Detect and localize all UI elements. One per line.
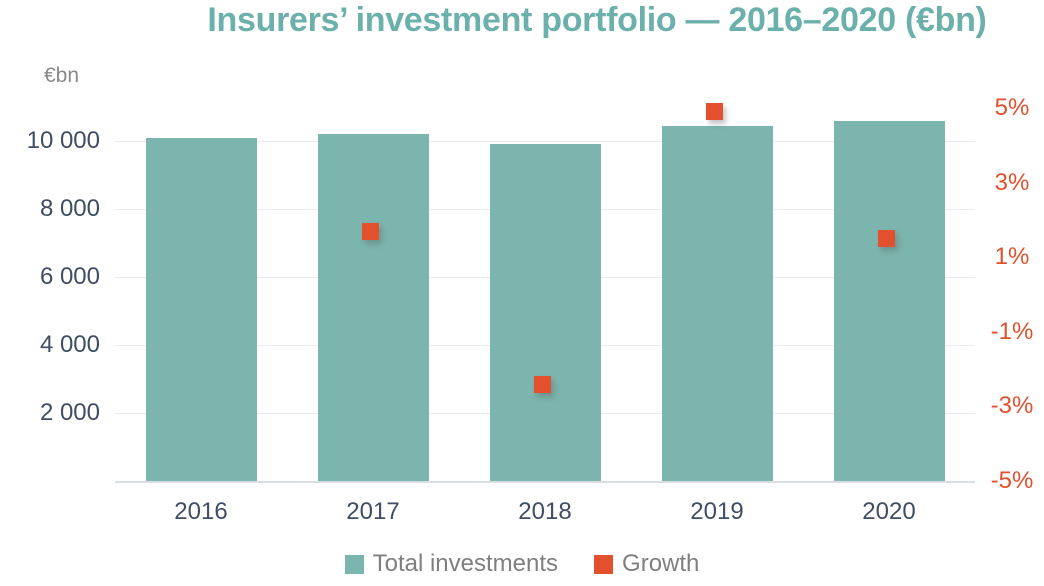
x-axis-label: 2017 — [346, 498, 400, 525]
growth-marker-2019 — [705, 103, 723, 121]
secondary-axis-tick-label: 3% — [994, 168, 1030, 196]
bar-2017 — [317, 134, 429, 481]
x-axis-line — [115, 481, 975, 483]
legend-item-total-investments: Total investments — [344, 550, 559, 577]
growth-marker-2020 — [877, 230, 895, 248]
secondary-axis-tick-label: -3% — [990, 392, 1034, 420]
bar-2016 — [145, 137, 257, 481]
x-axis-label: 2016 — [174, 498, 228, 525]
growth-marker-2018 — [533, 375, 551, 393]
growth-marker-2017 — [361, 222, 379, 240]
secondary-axis-tick-label: 5% — [994, 94, 1030, 121]
gridline — [115, 141, 975, 142]
legend: Total investments Growth — [0, 551, 1044, 577]
left-axis-unit-label: €bn — [44, 64, 80, 87]
y-axis-tick-label: 6 000 — [39, 263, 100, 290]
total-investments-swatch-icon — [344, 554, 364, 574]
legend-item-growth: Growth — [594, 551, 699, 577]
bar-2019 — [661, 125, 773, 481]
y-axis-tick-label: 10 000 — [26, 127, 100, 154]
legend-label-growth: Growth — [622, 550, 700, 577]
x-axis-label: 2019 — [690, 498, 744, 525]
bar-2020 — [833, 120, 945, 481]
y-axis-tick-label: 4 000 — [39, 331, 100, 358]
secondary-axis-tick-label: -1% — [990, 317, 1034, 345]
growth-swatch-icon — [594, 554, 614, 574]
bar-2018 — [489, 144, 601, 481]
secondary-axis-tick-label: -5% — [990, 467, 1034, 494]
secondary-axis-tick-label: 1% — [994, 243, 1030, 271]
chart-title: Insurers’ investment portfolio — 2016–20… — [207, 1, 987, 39]
x-axis-label: 2018 — [518, 498, 572, 525]
y-axis-tick-label: 2 000 — [39, 399, 100, 426]
y-axis-tick-label: 8 000 — [39, 195, 100, 222]
legend-label-total-investments: Total investments — [372, 550, 559, 577]
x-axis-label: 2020 — [862, 498, 916, 525]
